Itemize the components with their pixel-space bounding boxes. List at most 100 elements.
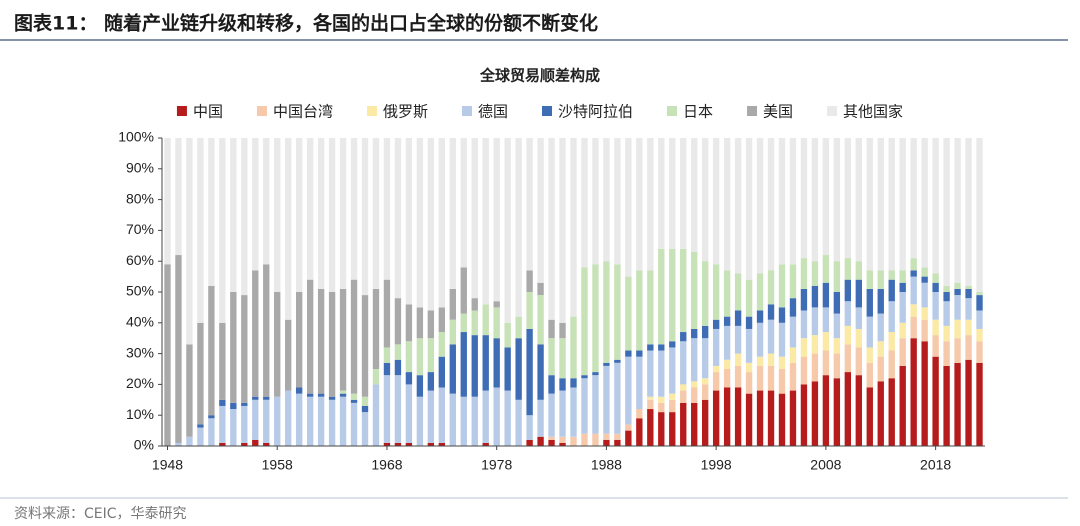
bar-segment: [350, 279, 358, 394]
bar-segment: [822, 350, 830, 376]
bar-segment: [537, 282, 544, 296]
bar-segment: [866, 316, 873, 348]
bar-segment: [723, 387, 731, 446]
bar-segment: [965, 319, 972, 336]
legend-label: 日本: [683, 103, 713, 121]
bar-segment: [647, 270, 654, 345]
bar-segment: [405, 372, 413, 385]
bar-segment: [328, 399, 336, 446]
bar-segment: [592, 433, 599, 446]
bar-segment: [658, 350, 665, 397]
bar-segment: [647, 399, 654, 410]
bar-segment: [647, 138, 654, 271]
bar-segment: [372, 384, 380, 446]
bar-segment: [339, 393, 347, 397]
bar-segment: [263, 442, 270, 446]
bar-segment: [712, 319, 720, 329]
bar-segment: [383, 347, 391, 363]
bar-segment: [252, 270, 259, 397]
bar-segment: [482, 335, 489, 391]
bar-segment: [877, 288, 884, 314]
bar-segment: [241, 295, 248, 403]
bar-segment: [767, 390, 775, 446]
bar-segment: [427, 390, 435, 443]
bar-segment: [416, 138, 424, 308]
y-tick-label: 30%: [126, 344, 154, 360]
bar-segment: [306, 396, 314, 446]
bar-segment: [877, 138, 884, 271]
bar-segment: [526, 439, 533, 446]
bar-segment: [449, 319, 456, 345]
bar-segment: [680, 390, 687, 403]
bar-segment: [767, 365, 775, 391]
bar-segment: [976, 310, 983, 329]
bar-segment: [603, 138, 610, 262]
bar-segment: [811, 335, 819, 354]
legend-swatch: [366, 106, 377, 116]
bar-segment: [317, 396, 325, 446]
bar-segment: [877, 270, 884, 289]
bar-segment: [833, 338, 841, 354]
bar-segment: [778, 369, 786, 394]
bar-segment: [438, 332, 446, 357]
bar-segment: [701, 399, 709, 446]
bar-segment: [592, 375, 599, 434]
bar-segment: [822, 332, 830, 351]
x-tick-label: 1948: [152, 457, 183, 473]
bar-segment: [833, 261, 841, 292]
bar-segment: [899, 322, 906, 339]
bar-segment: [691, 402, 698, 446]
bar-segment: [800, 258, 808, 289]
bar-segment: [943, 301, 950, 326]
bar-segment: [394, 442, 402, 446]
bar-segment: [317, 393, 325, 397]
bar-segment: [405, 384, 413, 443]
chart-title: 全球贸易顺差构成: [479, 67, 600, 85]
bar-segment: [811, 307, 819, 336]
bar-segment: [504, 347, 511, 391]
bar-segment: [372, 369, 380, 385]
bar-segment: [767, 138, 775, 271]
bar-segment: [745, 316, 753, 329]
bar-segment: [460, 267, 467, 314]
bar-segment: [241, 138, 248, 296]
bar-segment: [438, 138, 446, 308]
bar-segment: [800, 384, 808, 446]
y-tick-label: 10%: [126, 406, 154, 422]
bar-segment: [844, 279, 852, 302]
bar-segment: [515, 399, 522, 446]
bar-segment: [263, 138, 270, 265]
bar-segment: [669, 341, 676, 348]
bar-segment: [767, 304, 775, 320]
legend-swatch: [827, 106, 838, 116]
bar-segment: [745, 372, 753, 394]
bar-segment: [471, 298, 478, 311]
bar-segment: [603, 261, 610, 363]
bar-segment: [701, 384, 709, 400]
bar-segment: [965, 335, 972, 360]
bar-segment: [855, 279, 862, 308]
bar-segment: [504, 322, 511, 348]
bar-segment: [647, 344, 654, 351]
bar-segment: [658, 412, 665, 446]
bar-segment: [515, 138, 522, 317]
bar-segment: [515, 338, 522, 400]
bar-segment: [427, 310, 435, 339]
bar-segment: [471, 335, 478, 397]
bar-segment: [471, 310, 478, 336]
bar-segment: [548, 138, 555, 320]
bar-segment: [691, 387, 698, 403]
bar-segment: [734, 365, 742, 388]
bar-segment: [932, 319, 939, 336]
bar-segment: [416, 338, 424, 376]
bar-segment: [669, 399, 676, 413]
bar-segment: [954, 288, 961, 296]
bar-segment: [789, 264, 797, 299]
bar-segment: [723, 369, 731, 388]
bar-segment: [680, 138, 687, 249]
bar-segment: [394, 298, 402, 345]
bar-segment: [219, 322, 226, 400]
bar-segment: [745, 362, 753, 373]
bar-segment: [669, 393, 676, 400]
